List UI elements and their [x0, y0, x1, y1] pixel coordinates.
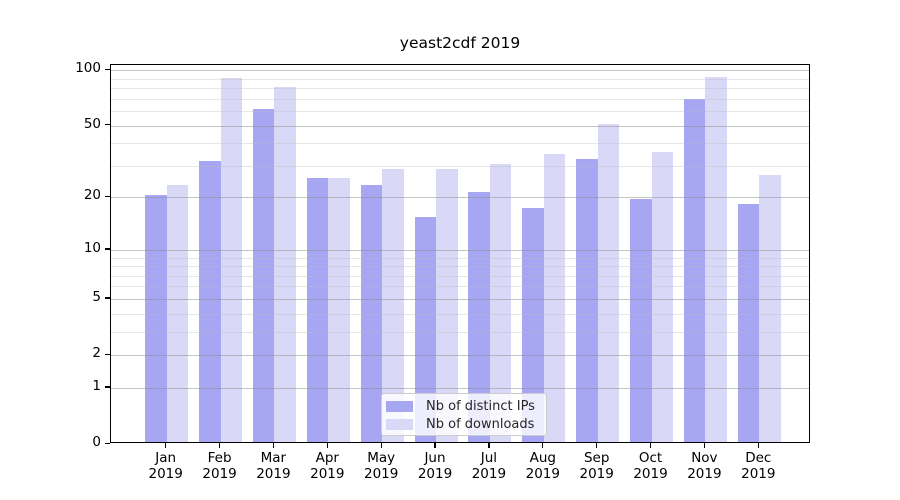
y-tick-mark-10	[105, 248, 110, 250]
x-tick-label-nov: Nov 2019	[687, 450, 722, 482]
gridline-60	[111, 111, 809, 112]
y-tick-mark-0	[105, 442, 110, 444]
x-tick-label-aug: Aug 2019	[525, 450, 560, 482]
bar-distinct-ips-sep	[576, 158, 598, 442]
x-tick-mark-nov	[703, 443, 705, 448]
y-tick-label-2: 2	[92, 345, 101, 361]
legend: Nb of distinct IPs Nb of downloads	[381, 393, 547, 436]
legend-item-downloads: Nb of downloads	[386, 416, 540, 432]
gridline-1	[111, 387, 809, 389]
bar-downloads-nov	[705, 76, 727, 442]
x-tick-label-dec: Dec 2019	[741, 450, 776, 482]
legend-label-distinct-ips: Nb of distinct IPs	[426, 398, 535, 414]
x-tick-mark-apr	[326, 443, 328, 448]
y-tick-label-1: 1	[92, 377, 101, 394]
y-tick-label-50: 50	[83, 115, 101, 132]
legend-item-distinct-ips: Nb of distinct IPs	[386, 398, 540, 414]
y-tick-label-20: 20	[83, 187, 101, 204]
bar-distinct-ips-jun	[414, 217, 437, 442]
bar-distinct-ips-feb	[199, 161, 221, 442]
x-tick-mark-may	[380, 443, 382, 448]
bar-distinct-ips-aug	[522, 207, 544, 442]
gridline-7	[111, 275, 809, 277]
y-tick-mark-100	[105, 68, 110, 70]
y-tick-label-100: 100	[75, 60, 101, 77]
x-tick-mark-jun	[434, 443, 436, 448]
x-tick-label-may: May 2019	[364, 450, 399, 482]
bar-downloads-dec	[759, 175, 781, 442]
x-tick-mark-feb	[218, 443, 221, 448]
plot-area	[110, 64, 810, 443]
y-tick-mark-50	[105, 124, 110, 126]
x-tick-label-jun: Jun 2019	[417, 450, 453, 482]
x-tick-mark-jul	[488, 443, 490, 448]
y-tick-label-0: 0	[92, 434, 101, 450]
bar-downloads-apr	[328, 178, 350, 442]
gridline-50	[111, 125, 809, 127]
gridline-4	[111, 313, 809, 315]
y-tick-label-10: 10	[83, 239, 101, 256]
gridline-8	[111, 266, 809, 267]
bar-downloads-jan	[166, 184, 189, 442]
gridline-70	[111, 98, 809, 100]
gridline-6	[111, 286, 809, 288]
bar-downloads-mar	[274, 87, 296, 442]
bar-distinct-ips-oct	[630, 199, 652, 442]
y-tick-label-5: 5	[92, 288, 101, 305]
gridline-80	[111, 88, 809, 89]
bar-distinct-ips-nov	[683, 99, 706, 442]
chart-title: yeast2cdf 2019	[399, 34, 521, 52]
bar-downloads-oct	[651, 151, 674, 442]
x-tick-mark-aug	[542, 443, 544, 448]
bar-distinct-ips-may	[360, 184, 383, 442]
y-tick-mark-20	[105, 195, 110, 198]
bar-distinct-ips-jul	[468, 191, 490, 442]
y-tick-mark-5	[105, 297, 110, 299]
gridline-90	[111, 78, 809, 80]
y-tick-mark-2	[105, 353, 110, 355]
gridline-3	[111, 331, 809, 333]
bar-distinct-ips-mar	[252, 109, 275, 442]
x-tick-label-jul: Jul 2019	[471, 450, 507, 482]
gridline-20	[111, 197, 809, 199]
legend-swatch-downloads	[386, 418, 413, 430]
gridline-100	[111, 70, 809, 72]
bar-downloads-aug	[543, 154, 566, 442]
x-tick-mark-oct	[649, 443, 652, 448]
bar-downloads-sep	[597, 123, 620, 442]
gridline-40	[111, 143, 809, 145]
bar-distinct-ips-jan	[145, 195, 167, 442]
gridline-2	[111, 355, 809, 356]
x-tick-label-apr: Apr 2019	[310, 450, 345, 482]
legend-label-downloads: Nb of downloads	[426, 416, 535, 432]
bar-downloads-jul	[489, 163, 512, 442]
bar-downloads-jun	[436, 169, 458, 442]
gridline-10	[111, 249, 809, 251]
x-tick-label-jan: Jan 2019	[148, 450, 183, 482]
bar-distinct-ips-apr	[306, 178, 329, 442]
y-tick-mark-1	[105, 386, 110, 388]
x-tick-mark-dec	[757, 443, 759, 448]
bar-distinct-ips-dec	[737, 203, 760, 442]
bar-downloads-may	[382, 169, 404, 442]
bar-downloads-feb	[220, 77, 243, 442]
legend-swatch-distinct-ips	[386, 400, 413, 412]
x-tick-mark-sep	[596, 443, 598, 448]
x-tick-label-sep: Sep 2019	[579, 450, 614, 482]
gridline-30	[111, 165, 809, 167]
x-tick-label-feb: Feb 2019	[202, 450, 237, 482]
x-tick-mark-mar	[272, 443, 275, 448]
gridline-9	[111, 257, 809, 259]
x-tick-label-mar: Mar 2019	[256, 450, 291, 482]
x-tick-mark-jan	[165, 443, 167, 448]
gridline-5	[111, 298, 809, 300]
x-tick-label-oct: Oct 2019	[633, 450, 668, 482]
